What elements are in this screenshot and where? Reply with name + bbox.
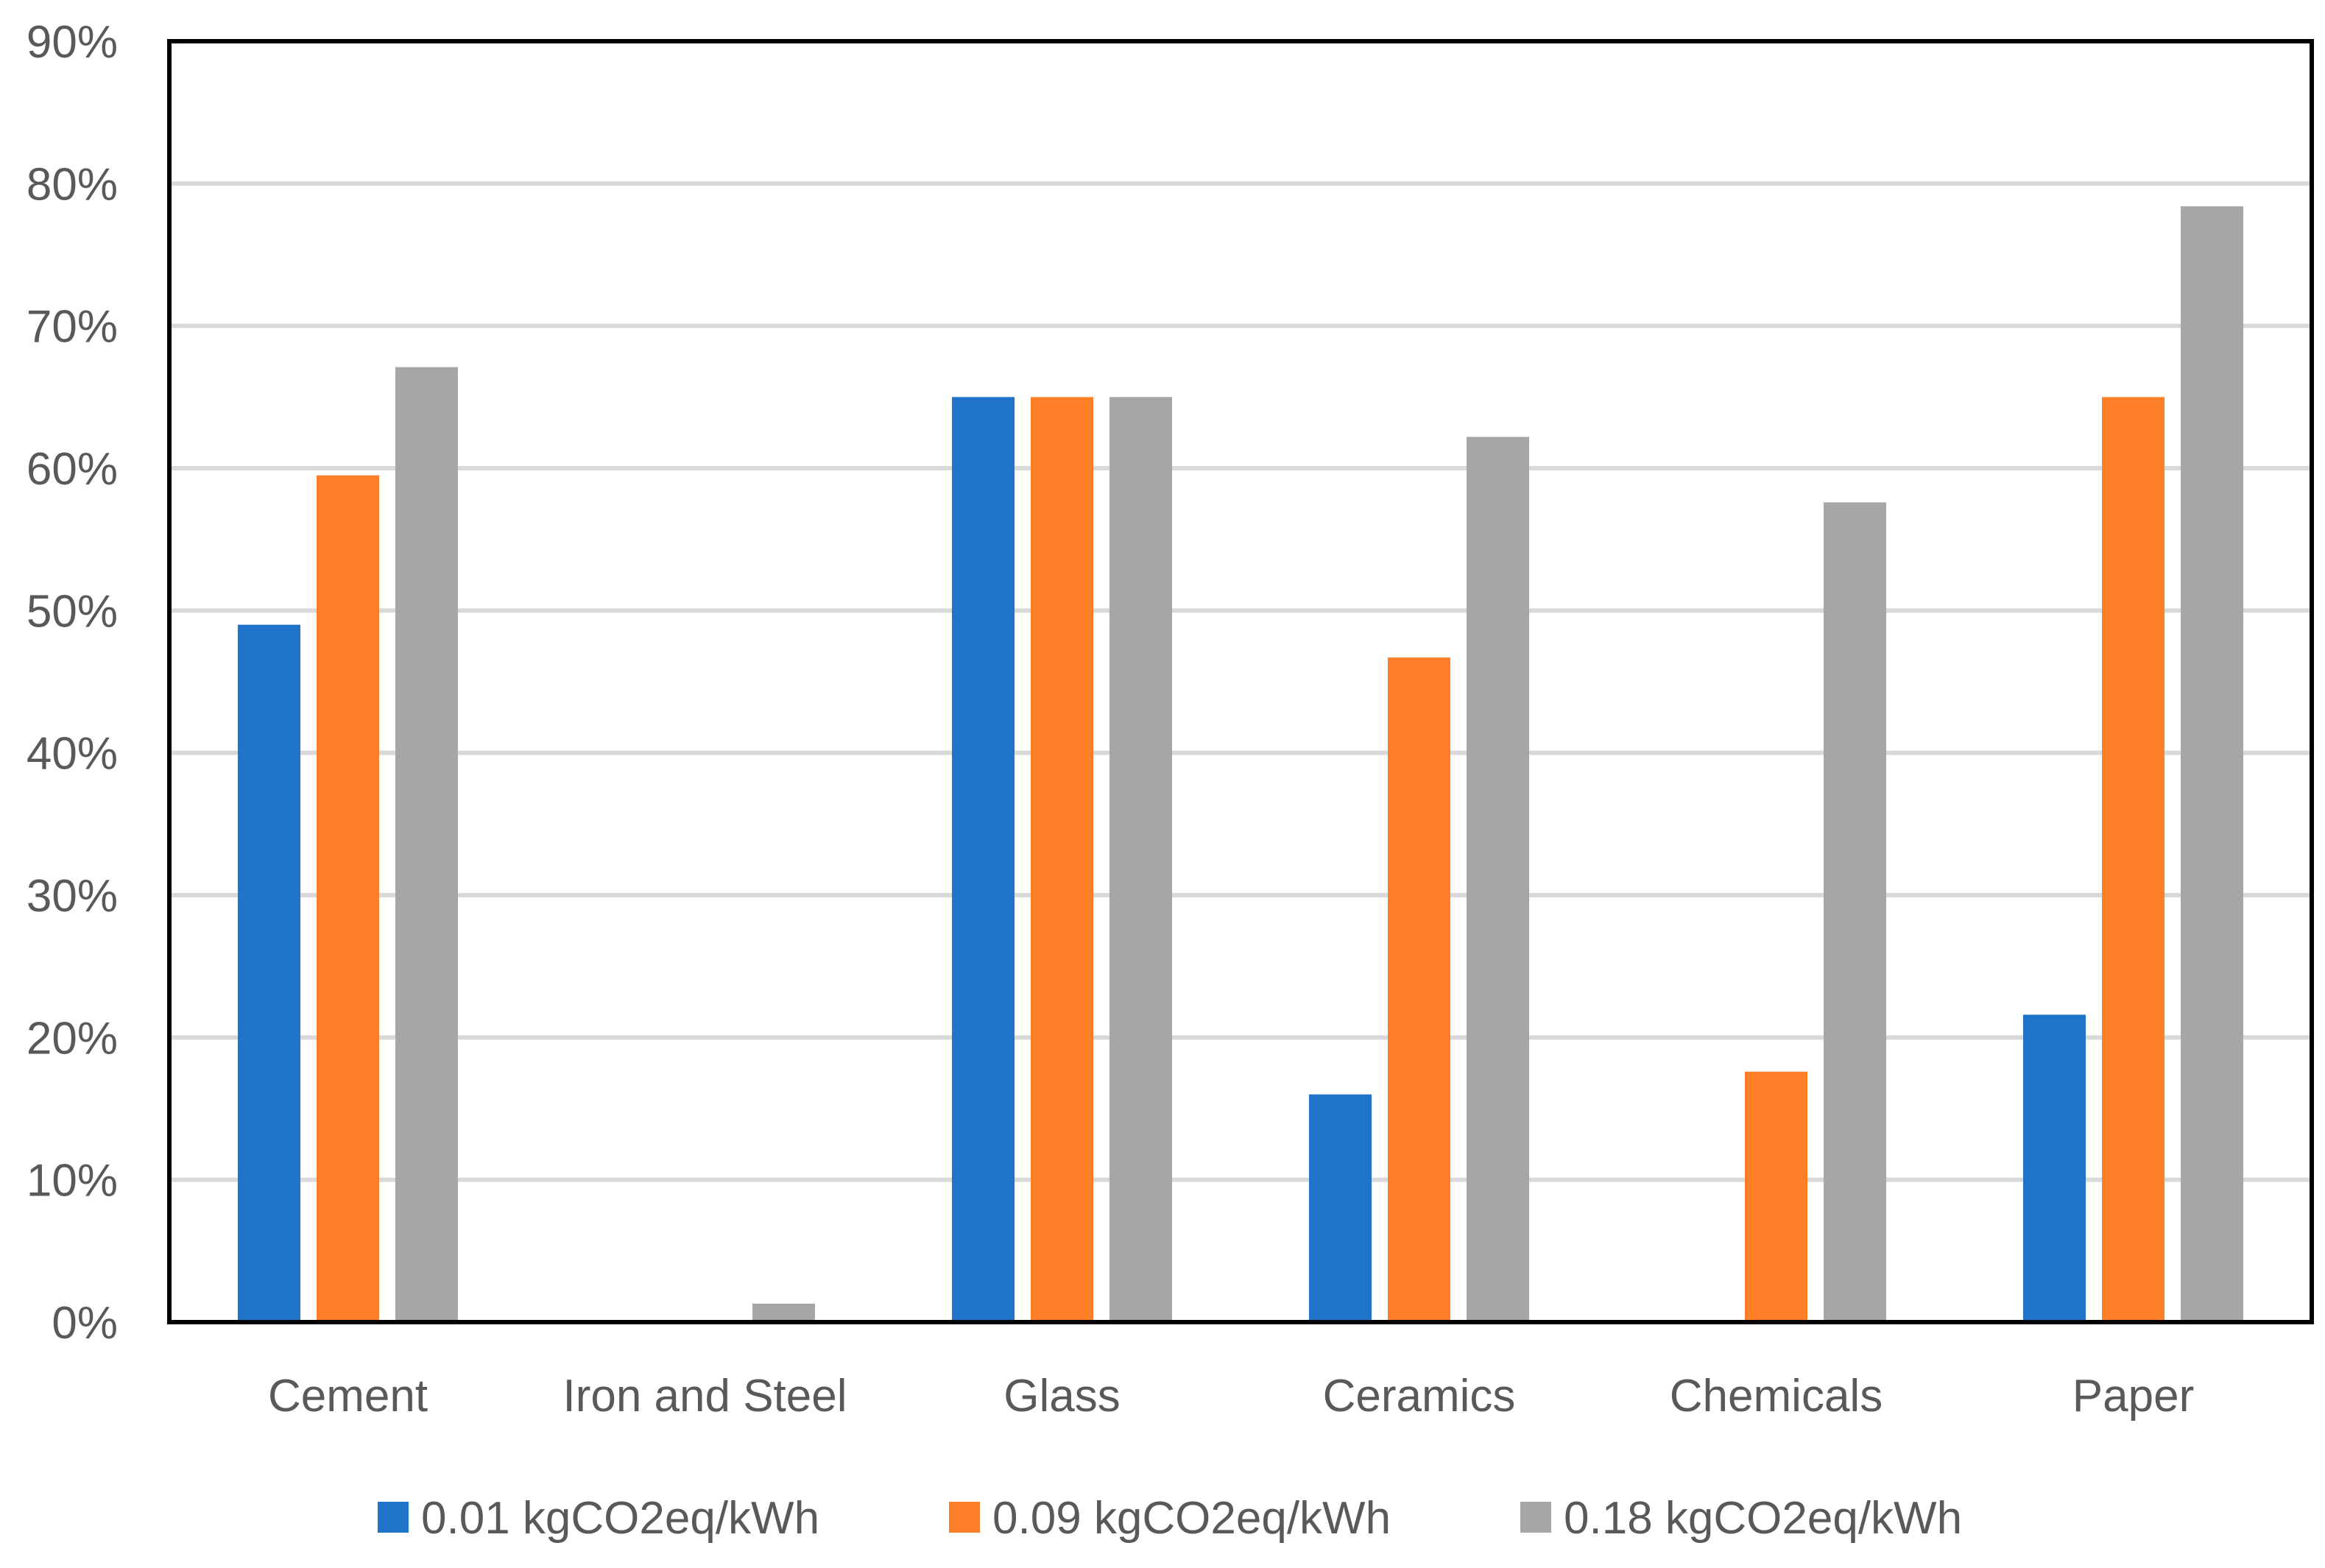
x-axis-category-labels: Cement Iron and Steel Glass Ceramics Chemica… — [268, 1371, 2194, 1422]
y-tick-label: 60% — [27, 444, 118, 495]
y-tick-label: 70% — [27, 302, 118, 353]
y-tick-label: 10% — [27, 1156, 118, 1207]
bar-chemicals-series-3 — [1824, 502, 1886, 1322]
bar-cement-series-3 — [395, 367, 458, 1322]
x-category-label: Chemicals — [1670, 1371, 1883, 1422]
legend-swatch — [949, 1502, 980, 1533]
x-category-label: Ceramics — [1323, 1371, 1516, 1422]
x-category-label: Paper — [2072, 1371, 2194, 1422]
bar-glass-series-3 — [1109, 397, 1172, 1323]
y-axis-tick-labels: 0% 10% 20% 30% 40% 50% 60% 70% 80% 90% — [27, 17, 118, 1349]
bar-chemicals-series-2 — [1745, 1071, 1807, 1322]
legend: 0.01 kgCO2eq/kWh 0.09 kgCO2eq/kWh 0.18 kgC… — [378, 1493, 1962, 1544]
legend-swatch — [378, 1502, 409, 1533]
bar-iron-and-steel-series-3 — [752, 1303, 815, 1322]
y-tick-label: 80% — [27, 159, 118, 210]
x-category-label: Iron and Steel — [562, 1371, 847, 1422]
x-category-label: Cement — [268, 1371, 428, 1422]
bar-paper-series-3 — [2181, 206, 2243, 1323]
y-tick-label: 50% — [27, 586, 118, 637]
bar-cement-series-1 — [238, 624, 300, 1322]
y-tick-label: 40% — [27, 729, 118, 780]
bar-paper-series-2 — [2102, 397, 2165, 1323]
plot-area-frame — [167, 39, 2314, 1324]
bar-ceramics-series-2 — [1388, 657, 1450, 1322]
bars — [238, 206, 2243, 1323]
y-tick-label: 20% — [27, 1013, 118, 1064]
y-tick-label: 0% — [52, 1298, 118, 1349]
y-tick-label: 90% — [27, 17, 118, 68]
legend-swatch — [1520, 1502, 1551, 1533]
legend-label: 0.18 kgCO2eq/kWh — [1564, 1493, 1962, 1544]
bar-glass-series-2 — [1031, 397, 1093, 1323]
bar-glass-series-1 — [952, 397, 1015, 1323]
legend-label: 0.01 kgCO2eq/kWh — [421, 1493, 819, 1544]
bar-paper-series-1 — [2023, 1014, 2086, 1322]
bar-ceramics-series-1 — [1309, 1094, 1372, 1322]
y-tick-label: 30% — [27, 871, 118, 922]
gridlines — [169, 181, 2312, 1182]
bar-cement-series-2 — [317, 475, 379, 1322]
legend-label: 0.09 kgCO2eq/kWh — [992, 1493, 1391, 1544]
x-category-label: Glass — [1003, 1371, 1120, 1422]
bar-ceramics-series-3 — [1467, 437, 1529, 1322]
